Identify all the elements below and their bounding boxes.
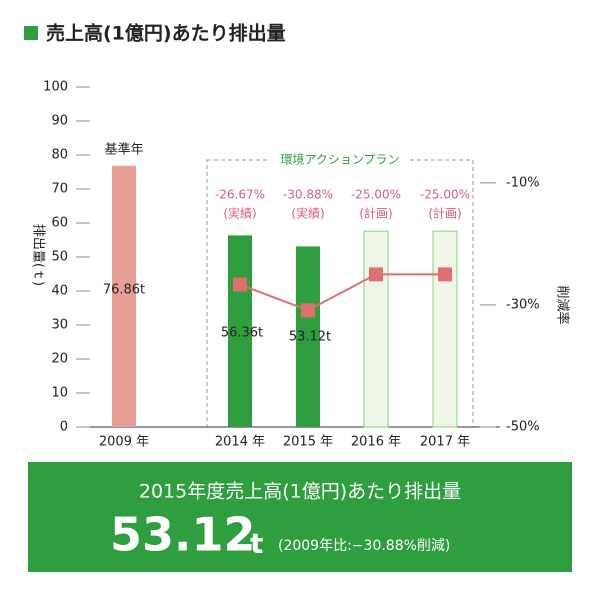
- point-note: (計画): [359, 206, 392, 221]
- summary-box: [28, 462, 572, 572]
- line-marker: [369, 267, 383, 282]
- base-year-label: 基準年: [104, 142, 143, 158]
- y-tick-label: 100: [43, 80, 68, 95]
- plan-label-bg: [270, 151, 410, 169]
- bar-value-label: 76.86t: [103, 283, 145, 298]
- x-tick-label: 2017 年: [420, 435, 470, 450]
- x-tick-label: 2014 年: [215, 435, 265, 450]
- bar: [228, 235, 252, 427]
- y-tick-label: 70: [51, 182, 68, 197]
- y-tick-label: 0: [60, 420, 68, 435]
- x-tick-label: 2009 年: [99, 435, 149, 450]
- bar: [432, 230, 458, 428]
- bar: [296, 246, 320, 427]
- bar: [363, 230, 389, 428]
- point-note: (計画): [428, 206, 461, 221]
- line: [239, 273, 445, 312]
- bar-value-label: 53.12t: [289, 330, 331, 345]
- summary-value: 53.12: [110, 508, 256, 562]
- point-note: (実績): [291, 206, 324, 221]
- y-tick-label: 80: [51, 148, 68, 163]
- summary-note: (2009年比:−30.88%削減): [278, 537, 450, 554]
- point-value-label: -25.00%: [351, 188, 401, 202]
- y2-tick-label: -10%: [506, 175, 540, 190]
- point-value-label: -30.88%: [283, 188, 333, 202]
- line-marker: [301, 303, 315, 318]
- point-value-label: -26.67%: [215, 188, 265, 202]
- y-tick-label: 10: [51, 386, 68, 401]
- summary-title: 2015年度売上高(1億円)あたり排出量: [139, 481, 461, 503]
- line-marker: [438, 267, 452, 282]
- y-axis-label: 排出量(ｔ): [31, 224, 46, 286]
- y-tick-label: 20: [51, 352, 68, 367]
- summary-unit: t: [250, 527, 263, 560]
- bar: [112, 165, 136, 427]
- point-note: (実績): [223, 206, 256, 221]
- y-tick-label: 60: [51, 216, 68, 231]
- plan-label: 環境アクションプラン: [280, 152, 399, 167]
- y2-tick-label: -30%: [506, 297, 540, 312]
- y-tick-label: 40: [51, 284, 68, 299]
- y2-axis-label: 削減率: [555, 285, 571, 324]
- x-tick-label: 2015 年: [283, 435, 333, 450]
- y-tick-label: 90: [51, 114, 68, 129]
- point-value-label: -25.00%: [420, 188, 470, 202]
- title-marker: [24, 26, 38, 40]
- y2-tick-label: -50%: [506, 420, 540, 435]
- bar-value-label: 56.36t: [221, 326, 263, 341]
- line-marker: [233, 277, 247, 292]
- y-tick-label: 30: [51, 318, 68, 333]
- x-tick-label: 2016 年: [351, 435, 401, 450]
- chart-title: 売上高(1億円)あたり排出量: [46, 22, 286, 45]
- y-tick-label: 50: [51, 250, 68, 265]
